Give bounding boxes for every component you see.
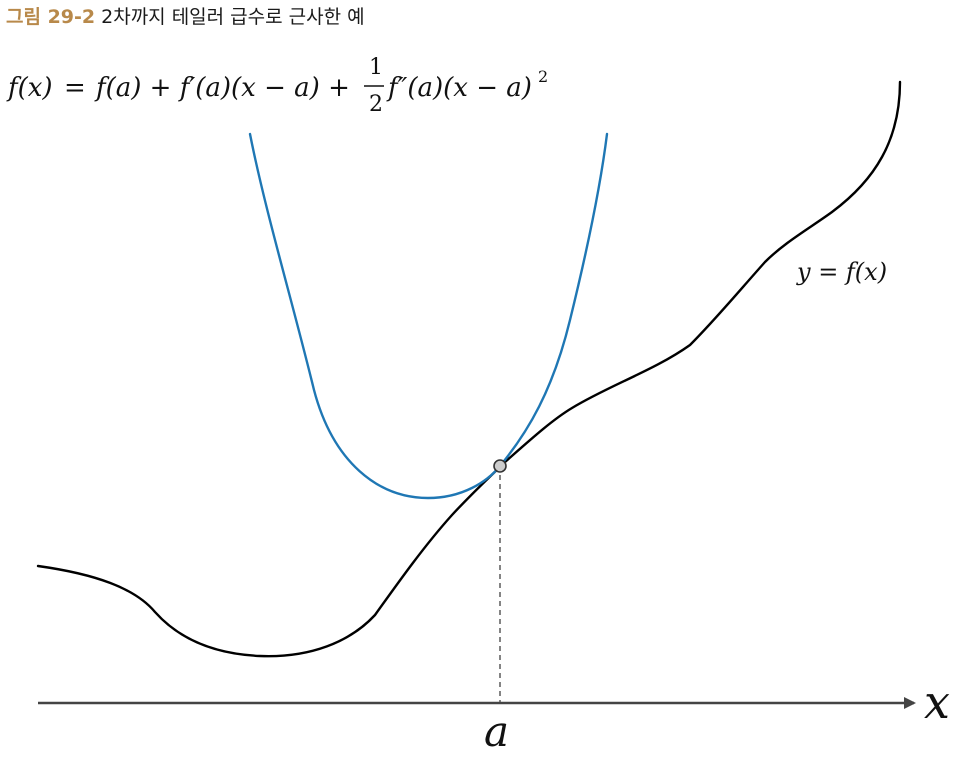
x-axis-label: x xyxy=(924,675,950,729)
figure-number: 그림 29-2 xyxy=(6,6,96,28)
quadratic-approximation-curve xyxy=(248,132,609,500)
formula-term-quadratic: f″(a)(x − a) xyxy=(386,73,532,103)
formula-equals: = xyxy=(64,73,86,103)
point-label-a: a xyxy=(484,707,509,756)
formula-fraction-denominator: 2 xyxy=(369,92,383,117)
formula-fraction-numerator: 1 xyxy=(369,55,383,80)
expansion-point-marker xyxy=(493,459,507,473)
formula-term-linear: f(a) + f′(a)(x − a) + xyxy=(94,73,350,103)
formula-exponent: 2 xyxy=(538,67,548,86)
figure-title: 2차까지 테일러 급수로 근사한 예 xyxy=(101,6,365,28)
taylor-formula: f(x) = f(a) + f′(a)(x − a) + 1 2 f″(a)(x… xyxy=(6,55,548,117)
original-function-curve xyxy=(36,80,902,658)
formula-lhs: f(x) xyxy=(6,73,53,103)
figure-caption: 그림 29-2 2차까지 테일러 급수로 근사한 예 xyxy=(6,4,365,30)
curve-label: y = f(x) xyxy=(796,258,887,286)
